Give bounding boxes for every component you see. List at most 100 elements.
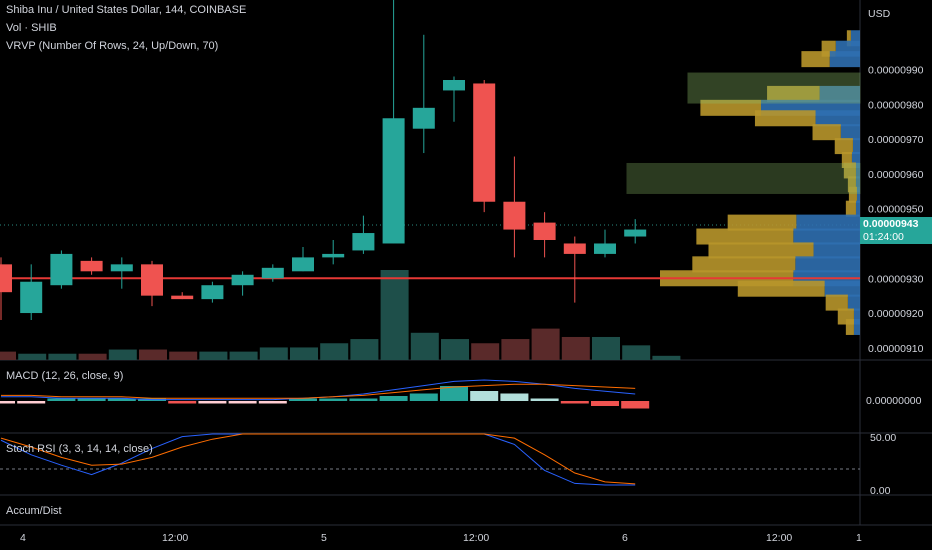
macd-hist-bar: [0, 401, 15, 404]
time-tick: 5: [321, 532, 327, 544]
macd-hist-bar: [77, 398, 106, 401]
candle-body: [352, 233, 375, 251]
volume-bar: [471, 343, 500, 360]
accum-dist-legend[interactable]: Accum/Dist: [6, 505, 62, 517]
candle-body: [412, 107, 435, 129]
vp-row-up: [708, 242, 814, 259]
volume-bar: [169, 351, 198, 360]
stoch-d-line: [0, 433, 636, 485]
time-tick: 12:00: [766, 532, 792, 544]
countdown-tag: 01:24:00: [860, 230, 932, 244]
vp-row-down: [819, 85, 860, 102]
price-tick: 0.00000990: [868, 65, 924, 77]
macd-hist-bar: [500, 393, 529, 401]
volume-bar: [380, 270, 409, 360]
vp-row-down: [851, 152, 860, 168]
vp-row-up: [812, 124, 841, 141]
price-tick: 0.00000920: [868, 308, 924, 320]
candle-body: [201, 285, 224, 300]
price-tick: 0.00000910: [868, 343, 924, 355]
volume-bar: [0, 351, 16, 360]
time-tick: 4: [20, 532, 26, 544]
stoch-axis-tick-0: 0.00: [870, 485, 891, 497]
vp-row-down: [795, 256, 860, 273]
volume-legend[interactable]: Vol · SHIB: [6, 22, 57, 34]
time-axis[interactable]: 4 12:00 5 12:00 6 12:00 1: [20, 532, 862, 544]
vp-row-up: [845, 318, 854, 335]
candle-body: [141, 264, 163, 296]
value-area-box: [687, 72, 861, 104]
vp-row-down: [824, 280, 860, 297]
vp-row-down: [855, 200, 860, 217]
candle-body: [594, 243, 616, 254]
macd-hist-bar: [349, 398, 378, 401]
price-axis[interactable]: USD 0.00000990 0.00000980 0.00000970 0.0000…: [868, 8, 924, 355]
volume-bar: [592, 336, 620, 360]
volume-bar: [350, 339, 379, 360]
vp-row-up: [754, 110, 816, 127]
vp-row-down: [840, 124, 860, 141]
candle-body: [20, 281, 43, 314]
volume-bar: [441, 339, 469, 360]
volume-bar: [320, 343, 349, 360]
vp-row-up: [737, 280, 825, 297]
vp-row-down: [853, 318, 860, 335]
candle-body: [503, 201, 526, 230]
symbol-legend[interactable]: Shiba Inu / United States Dollar, 144, C…: [6, 4, 247, 16]
macd-hist-bar: [379, 396, 408, 401]
stoch-axis: 50.00 0.00: [870, 432, 896, 497]
candle-body: [624, 229, 647, 237]
time-tick: 6: [622, 532, 628, 544]
stoch-axis-tick-50: 50.00: [870, 432, 896, 444]
vp-row-up: [692, 256, 796, 273]
volume-bar: [501, 339, 530, 360]
last-price-tag: 0.00000943: [860, 217, 932, 231]
volume-profile: [0, 30, 861, 335]
vp-row-up: [841, 152, 852, 168]
time-tick: 12:00: [162, 532, 188, 544]
macd-hist-bar: [17, 401, 46, 404]
vp-row-down: [850, 30, 860, 47]
vp-row-up: [845, 200, 856, 217]
time-tick: 12:00: [463, 532, 489, 544]
vp-row-up: [696, 228, 794, 245]
vrvp-legend[interactable]: VRVP (Number Of Rows, 24, Up/Down, 70): [6, 40, 219, 52]
vp-row-up: [767, 85, 820, 102]
volume-bar: [410, 332, 439, 360]
macd-signal-line: [1, 383, 636, 399]
price-tick: 0.00000950: [868, 204, 924, 216]
macd-legend[interactable]: MACD (12, 26, close, 9): [6, 370, 124, 382]
volume-bar: [622, 345, 651, 360]
vp-row-up: [834, 138, 853, 155]
volume-bar: [78, 353, 107, 360]
macd-axis-tick: 0.00000000: [866, 395, 922, 407]
vp-row-up: [700, 99, 762, 116]
candle-body: [231, 274, 254, 286]
macd-hist-bar: [258, 401, 287, 404]
price-axis-currency: USD: [868, 8, 891, 20]
candle-body: [563, 243, 586, 254]
macd-hist-bar: [440, 386, 468, 401]
vp-row-up: [801, 51, 830, 68]
price-tick: 0.00000970: [868, 134, 924, 146]
candle-body: [473, 83, 496, 202]
macd-hist-bar: [319, 398, 348, 401]
stoch-rsi-legend[interactable]: Stoch RSI (3, 3, 14, 14, close): [6, 443, 153, 455]
volume-bar: [199, 351, 228, 360]
candles-pane[interactable]: [0, 0, 647, 320]
stoch-rsi-pane[interactable]: [0, 433, 636, 486]
vp-row-up: [847, 176, 856, 193]
candle-body: [443, 80, 465, 91]
candle-body: [533, 222, 556, 240]
macd-pane[interactable]: [0, 379, 650, 409]
macd-hist-bar: [621, 401, 650, 409]
volume-bar: [561, 336, 590, 360]
candle-body: [382, 118, 405, 244]
vp-row-down: [793, 228, 860, 245]
macd-hist-bar: [530, 398, 559, 401]
candle-body: [0, 264, 12, 293]
candle-body: [292, 257, 314, 272]
macd-hist-bar: [107, 398, 136, 401]
price-tick: 0.00000960: [868, 169, 924, 181]
